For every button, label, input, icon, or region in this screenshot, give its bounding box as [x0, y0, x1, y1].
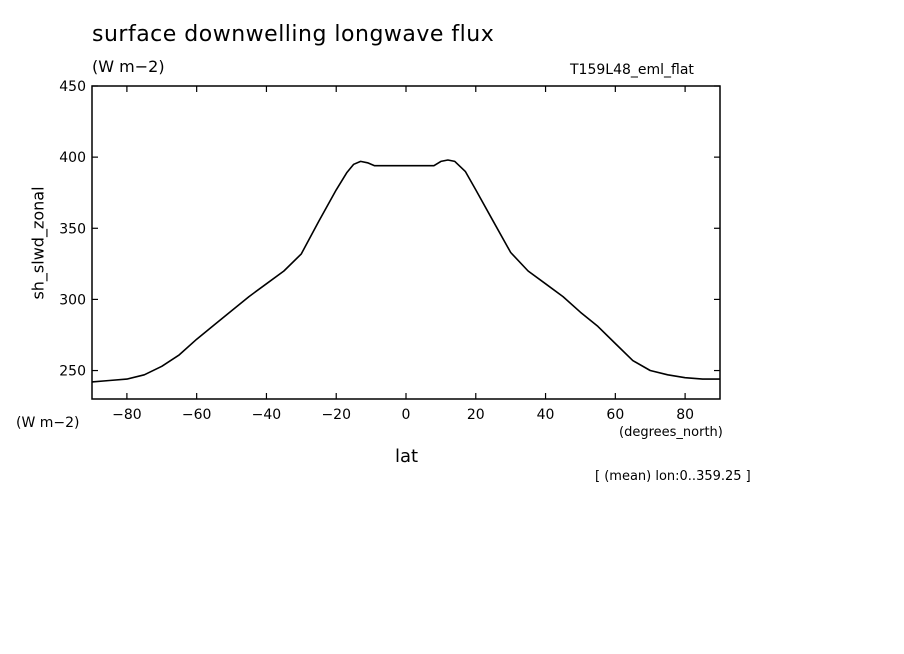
y-tick-label: 400	[59, 150, 86, 166]
series-line	[91, 159, 720, 383]
y-tick-label: 300	[59, 292, 86, 308]
x-tick-label: −60	[182, 407, 212, 423]
x-tick-label: −80	[112, 407, 142, 423]
y-tick-label: 250	[59, 364, 86, 380]
x-axis-label: lat	[395, 446, 419, 467]
chart-units: (W m−2)	[92, 57, 165, 76]
x-tick-label: 0	[402, 407, 411, 423]
plot-frame	[91, 85, 721, 400]
x-axis-units: (degrees_north)	[619, 425, 723, 440]
y-tick-label: 350	[59, 221, 86, 237]
y-axis-units: (W m−2)	[16, 415, 80, 431]
run-label: T159L48_eml_flat	[570, 62, 694, 78]
x-tick-label: 80	[676, 407, 694, 423]
x-tick-label: 40	[537, 407, 555, 423]
chart-title: surface downwelling longwave flux	[92, 22, 495, 47]
y-tick-label: 450	[59, 79, 86, 95]
x-tick-label: 60	[606, 407, 624, 423]
x-tick-label: 20	[467, 407, 485, 423]
subset-note: [ (mean) lon:0..359.25 ]	[595, 469, 751, 484]
x-tick-label: −40	[252, 407, 282, 423]
x-tick-label: −20	[321, 407, 351, 423]
